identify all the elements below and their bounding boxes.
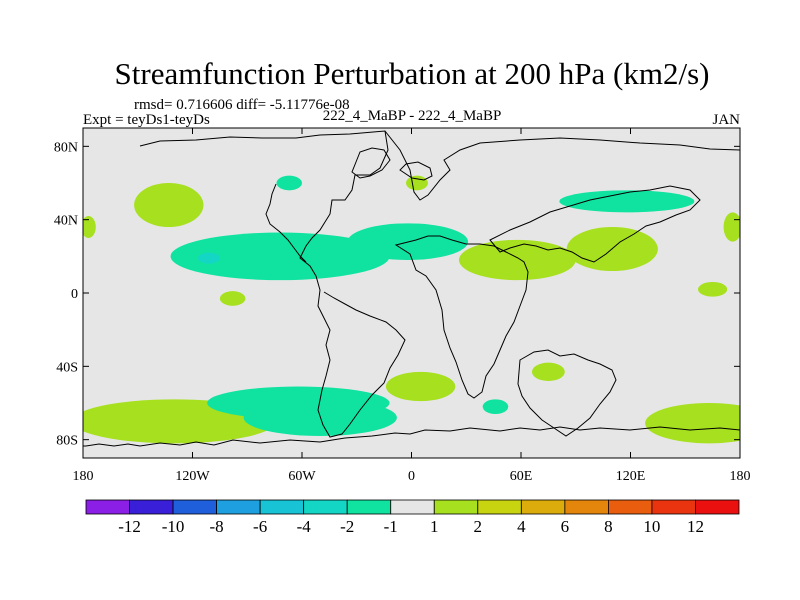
colorbar-swatch xyxy=(172,499,217,515)
colorbar-swatch xyxy=(129,499,174,515)
greenland-outline xyxy=(399,161,433,181)
colorbar-label: 2 xyxy=(474,517,483,536)
x-tick-label: 60W xyxy=(288,469,316,484)
contour-region-19 xyxy=(197,252,220,264)
colorbar-swatch xyxy=(259,499,305,515)
y-tick-label: 0 xyxy=(71,287,78,302)
colorbar-swatch xyxy=(608,499,653,515)
y-axis-ticks: 80N 40N 0 40S 80S xyxy=(54,140,740,449)
colorbar-label: -10 xyxy=(162,517,185,536)
contour-region-12 xyxy=(276,175,302,191)
experiment-label: Expt = teyDs1-teyDs xyxy=(83,112,210,128)
contour-region-14 xyxy=(170,232,390,281)
colorbar-label: 4 xyxy=(517,517,526,536)
antarctica-outline xyxy=(83,426,740,458)
colorbar-swatch xyxy=(477,499,522,515)
chart-title: Streamfunction Perturbation at 200 hPa (… xyxy=(115,56,710,91)
colorbar-swatch xyxy=(303,499,348,515)
contour-region-1 xyxy=(83,216,96,238)
americas-outline xyxy=(139,130,406,438)
colorbar-label: 6 xyxy=(561,517,570,536)
colorbar-swatch xyxy=(85,499,130,515)
colorbar-label: 10 xyxy=(643,517,660,536)
eurasia-outline xyxy=(384,130,740,201)
asia-outline xyxy=(489,185,701,263)
y-tick-label: 80S xyxy=(56,434,78,449)
contour-region-15 xyxy=(559,190,695,213)
colorbar-label: -1 xyxy=(384,517,398,536)
africa-outline xyxy=(394,235,529,399)
contour-region-3 xyxy=(406,175,428,191)
contour-region-9 xyxy=(531,362,565,382)
colorbar-label: -2 xyxy=(340,517,354,536)
colorbar-swatch xyxy=(564,499,609,515)
colorbar-label: -12 xyxy=(118,517,141,536)
x-tick-label: 0 xyxy=(408,469,415,484)
colorbar-swatch xyxy=(216,499,261,515)
colorbar-swatch xyxy=(695,499,740,515)
colorbar-label: 8 xyxy=(604,517,613,536)
x-tick-label: 120W xyxy=(175,469,210,484)
contour-region-18 xyxy=(482,399,509,414)
y-tick-label: 80N xyxy=(54,140,78,155)
contour-region-7 xyxy=(219,291,246,306)
continent-outlines xyxy=(83,130,740,458)
colorbar-label: -8 xyxy=(210,517,224,536)
colorbar-swatch xyxy=(346,499,392,515)
contour-region-6 xyxy=(698,282,728,297)
colorbar: -12 -10 -8 -6 -4 -2 -1 1 2 4 6 8 10 12 xyxy=(85,499,740,536)
contour-region-0 xyxy=(134,183,204,227)
central-america-outline xyxy=(265,183,307,263)
colorbar-swatch xyxy=(390,499,435,515)
contour-region-11 xyxy=(645,403,740,444)
colorbar-swatch xyxy=(651,499,696,515)
colorbar-label: 12 xyxy=(687,517,704,536)
colorbar-swatch xyxy=(433,499,479,515)
stats-line: rmsd= 0.716606 diff= -5.11776e-08 xyxy=(134,97,350,113)
colorbar-label: 1 xyxy=(430,517,439,536)
y-tick-label: 40N xyxy=(54,214,78,229)
australia-outline xyxy=(517,349,617,437)
north-america-east-outline xyxy=(351,147,391,179)
colorbar-label: -6 xyxy=(253,517,267,536)
colorbar-swatch xyxy=(520,499,566,515)
contour-region-2 xyxy=(723,212,740,242)
x-tick-label: 180 xyxy=(73,469,94,484)
month-label: JAN xyxy=(712,112,740,128)
x-tick-label: 120E xyxy=(616,469,646,484)
colorbar-label: -4 xyxy=(297,517,312,536)
contour-region-8 xyxy=(385,371,456,402)
comparison-label: 222_4_MaBP - 222_4_MaBP xyxy=(323,108,502,124)
x-axis-ticks: 180 120W 60W 0 60E 120E 180 xyxy=(73,128,751,484)
x-tick-label: 60E xyxy=(510,469,533,484)
x-tick-label: 180 xyxy=(730,469,751,484)
y-tick-label: 40S xyxy=(56,360,78,375)
